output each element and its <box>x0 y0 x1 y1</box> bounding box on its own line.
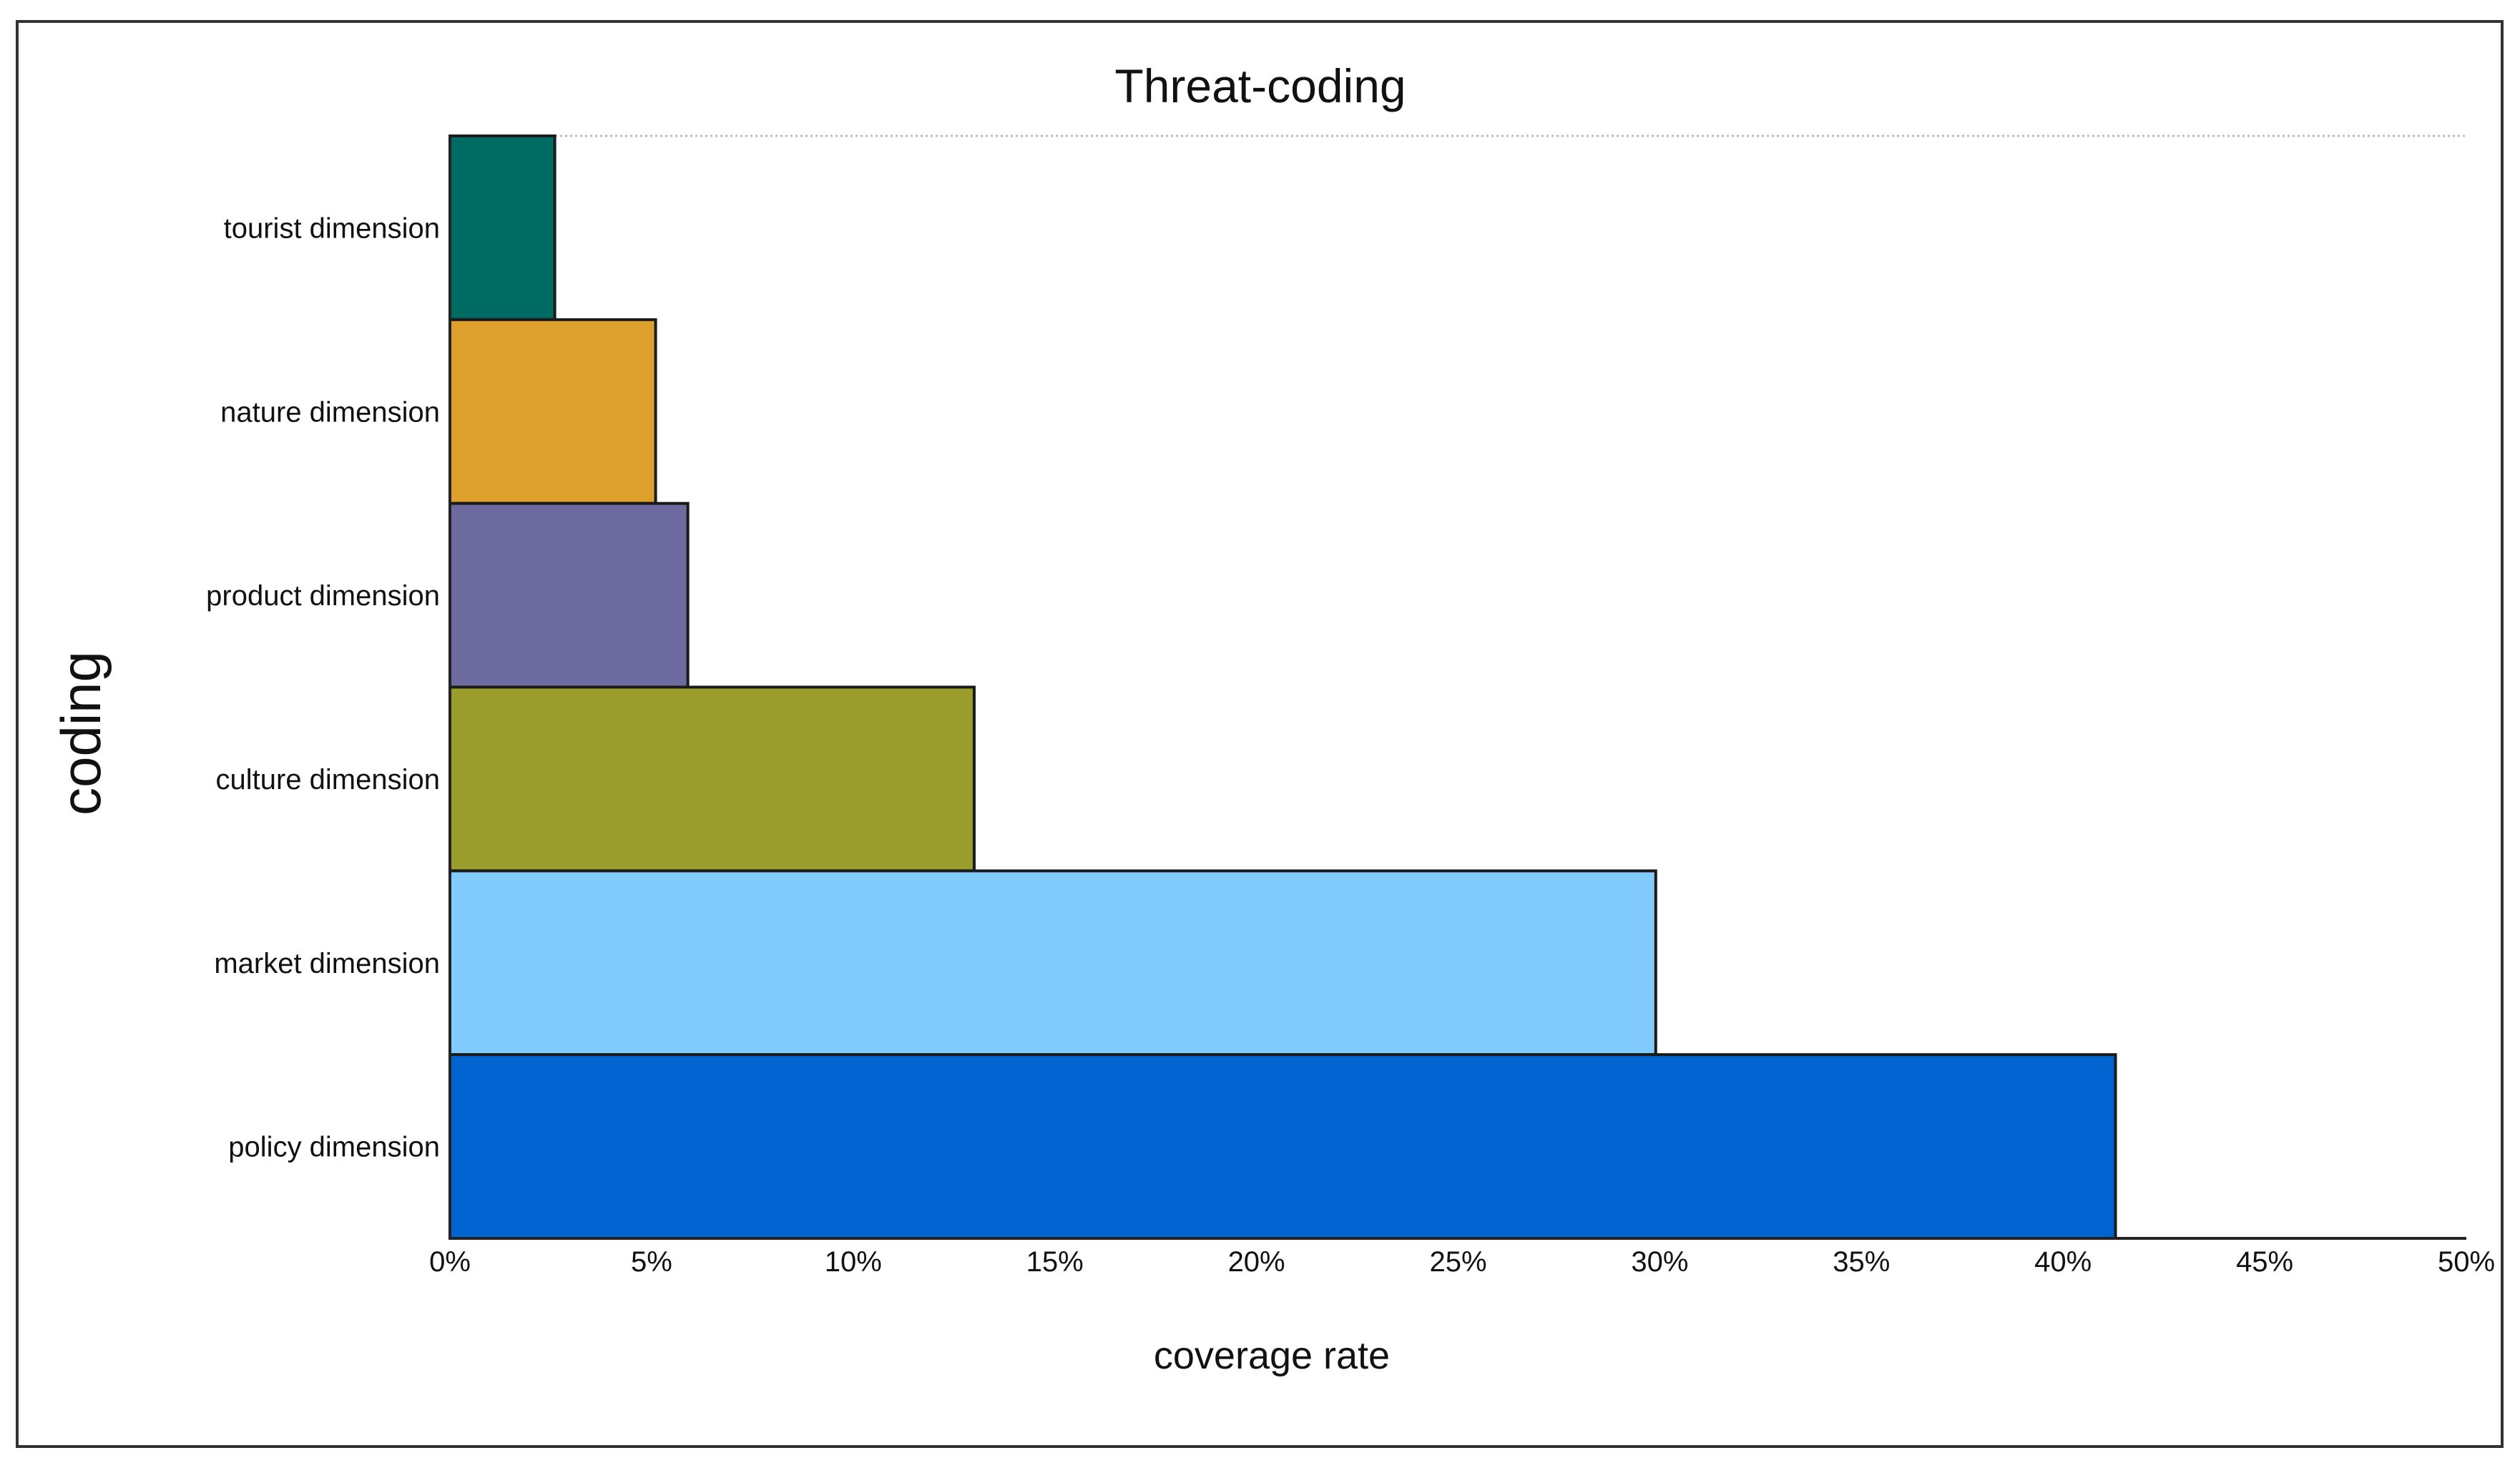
bar-tourist-dimension <box>448 134 557 321</box>
x-tick-label: 30% <box>1631 1246 1688 1278</box>
x-tick-label: 45% <box>2236 1246 2293 1278</box>
x-tick-label: 5% <box>631 1246 672 1278</box>
category-labels: tourist dimension nature dimension product… <box>206 212 440 1163</box>
category-label: policy dimension <box>228 1132 440 1163</box>
category-label: market dimension <box>214 948 440 979</box>
x-tick-label: 0% <box>429 1246 471 1278</box>
bar-policy-dimension <box>448 1053 2117 1240</box>
x-tick-label: 10% <box>825 1246 882 1278</box>
x-tick-labels: 0% 5% 10% 15% 20% 25% 30% 35% 40% 45% 50% <box>429 1246 2495 1278</box>
x-tick-label: 15% <box>1026 1246 1084 1278</box>
bar-market-dimension <box>448 869 1657 1057</box>
x-tick-label: 50% <box>2438 1246 2495 1278</box>
x-tick-label: 25% <box>1429 1246 1486 1278</box>
category-label: culture dimension <box>216 764 441 796</box>
bar-nature-dimension <box>448 318 657 505</box>
x-tick-label: 35% <box>1833 1246 1890 1278</box>
category-label: nature dimension <box>220 396 440 428</box>
category-label: tourist dimension <box>224 212 440 244</box>
bars-layer <box>448 134 2117 1240</box>
y-axis-title: coding <box>49 651 112 816</box>
x-axis-title: coverage rate <box>1154 1334 1390 1377</box>
bar-product-dimension <box>448 501 690 689</box>
x-tick-label: 20% <box>1228 1246 1285 1278</box>
category-label: product dimension <box>206 580 440 612</box>
bar-culture-dimension <box>448 685 976 873</box>
chart-title: Threat-coding <box>1114 59 1406 112</box>
x-tick-label: 40% <box>2034 1246 2092 1278</box>
